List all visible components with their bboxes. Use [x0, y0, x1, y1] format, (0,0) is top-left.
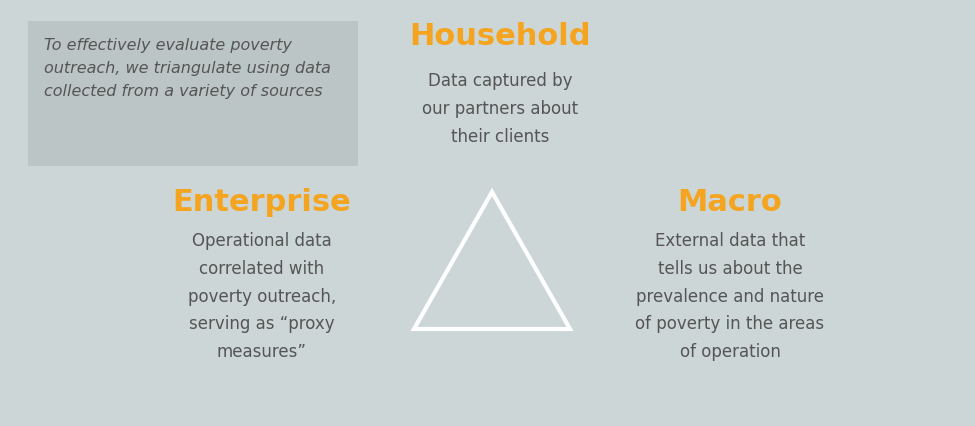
Text: Macro: Macro	[678, 187, 782, 216]
Text: Data captured by
our partners about
their clients: Data captured by our partners about thei…	[422, 72, 578, 145]
Text: Enterprise: Enterprise	[173, 187, 351, 216]
Text: Operational data
correlated with
poverty outreach,
serving as “proxy
measures”: Operational data correlated with poverty…	[188, 231, 336, 360]
FancyBboxPatch shape	[28, 22, 358, 167]
Text: Household: Household	[410, 22, 591, 51]
Text: To effectively evaluate poverty
outreach, we triangulate using data
collected fr: To effectively evaluate poverty outreach…	[44, 38, 331, 98]
Text: External data that
tells us about the
prevalence and nature
of poverty in the ar: External data that tells us about the pr…	[636, 231, 825, 360]
